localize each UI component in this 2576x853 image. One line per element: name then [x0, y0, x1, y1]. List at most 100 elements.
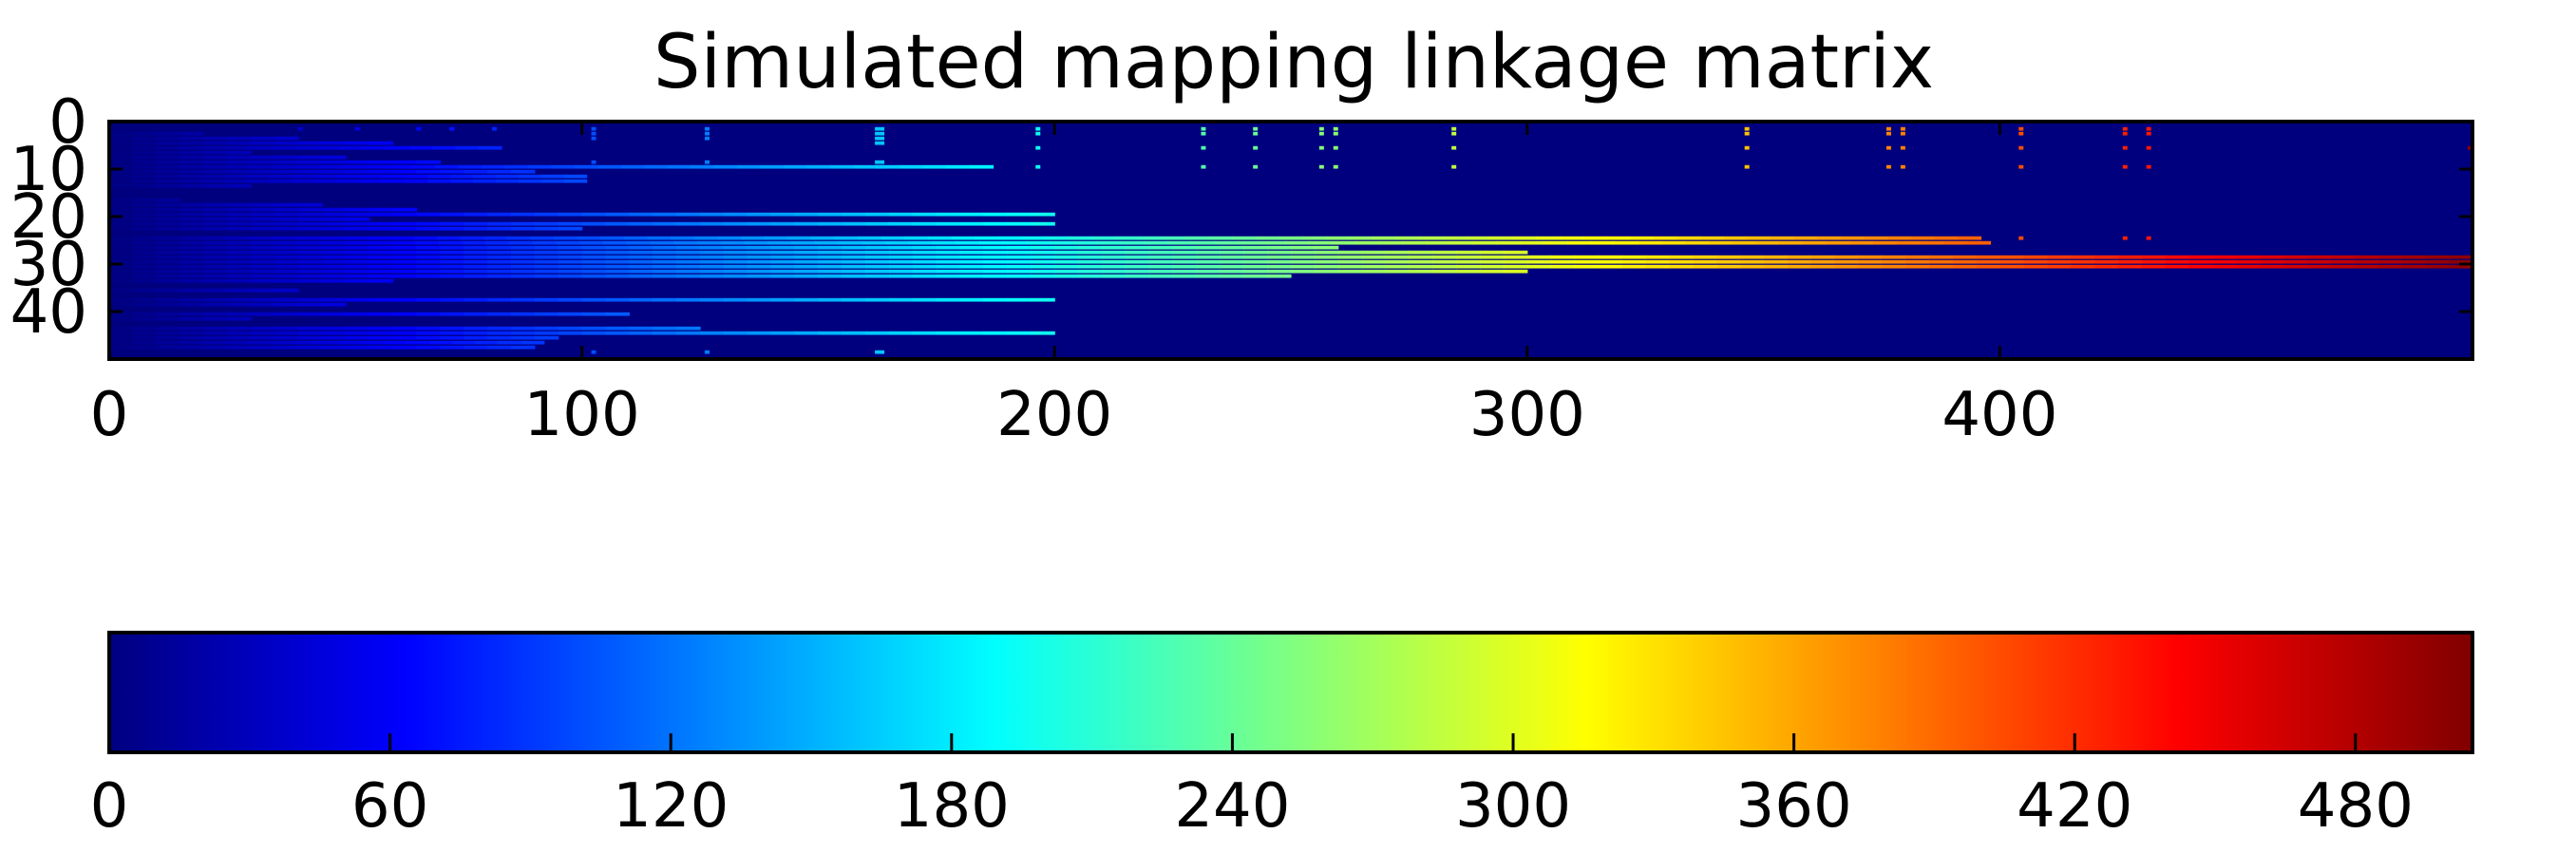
heatmap-row-segment: [676, 250, 701, 255]
heatmap-row-segment: [629, 259, 653, 264]
heatmap-row-segment: [251, 345, 275, 350]
heatmap-row-segment: [1125, 269, 1150, 274]
heatmap-cell: [416, 126, 422, 131]
heatmap-row-segment: [1078, 250, 1103, 255]
heatmap-row-segment: [770, 269, 796, 274]
heatmap-y-tick-label: 10: [10, 135, 87, 205]
heatmap-row-segment: [1645, 259, 1670, 264]
heatmap-row-segment: [416, 264, 441, 269]
heatmap-row-segment: [1566, 240, 1592, 245]
heatmap-row-segment: [912, 212, 938, 217]
heatmap-row-segment: [464, 255, 488, 259]
heatmap-row-segment: [227, 269, 252, 274]
heatmap-row-segment: [563, 174, 588, 179]
heatmap-row-segment: [581, 212, 607, 217]
heatmap-cell: [2468, 145, 2472, 150]
heatmap-row-segment: [629, 250, 653, 255]
heatmap-row-segment: [1834, 255, 1859, 259]
heatmap-row-segment: [1314, 245, 1339, 250]
heatmap-row-segment: [345, 141, 370, 145]
heatmap-cell: [1253, 126, 1259, 131]
heatmap-row-segment: [201, 164, 227, 169]
heatmap-row-segment: [1144, 240, 1168, 245]
heatmap-row-segment: [251, 264, 275, 269]
heatmap-row-segment: [2023, 264, 2048, 269]
heatmap-row-segment: [132, 240, 158, 245]
heatmap-row-segment: [275, 202, 299, 207]
heatmap-row-segment: [936, 259, 961, 264]
heatmap-row-segment: [227, 259, 252, 264]
heatmap-row-segment: [483, 236, 508, 240]
heatmap-row-segment: [227, 212, 252, 217]
heatmap-row-segment: [629, 245, 653, 250]
heatmap-row-segment: [794, 259, 819, 264]
heatmap-row-segment: [440, 259, 464, 264]
heatmap-row-segment: [806, 164, 831, 169]
heatmap-row-segment: [1243, 250, 1268, 255]
heatmap-row-segment: [1243, 259, 1268, 264]
heatmap-row-segment: [889, 331, 914, 335]
heatmap-row-segment: [227, 141, 252, 145]
heatmap-row-segment: [345, 297, 370, 302]
heatmap-row-segment: [1172, 259, 1198, 264]
heatmap-row-segment: [1291, 250, 1316, 255]
heatmap-row-segment: [1426, 240, 1450, 245]
heatmap-cell: [354, 126, 360, 131]
heatmap-row-segment: [983, 245, 1009, 250]
heatmap-row-segment: [203, 278, 228, 283]
heatmap-row-segment: [1402, 240, 1427, 245]
heatmap-row-segment: [227, 150, 252, 155]
heatmap-row-segment: [2377, 255, 2402, 259]
heatmap-row-segment: [605, 221, 630, 226]
heatmap-row-segment: [440, 212, 464, 217]
heatmap-row-segment: [251, 255, 275, 259]
heatmap-row-segment: [251, 202, 275, 207]
heatmap-row-segment: [912, 264, 938, 269]
heatmap-row-segment: [246, 340, 271, 345]
heatmap-row-segment: [321, 255, 347, 259]
heatmap-row-segment: [959, 259, 985, 264]
heatmap-row-segment: [227, 297, 252, 302]
heatmap-row-segment: [369, 331, 394, 335]
heatmap-row-segment: [787, 236, 812, 240]
heatmap-cell: [2146, 126, 2151, 131]
heatmap-row-segment: [203, 312, 228, 316]
heatmap-row-segment: [156, 326, 181, 331]
heatmap-row-segment: [1054, 269, 1079, 274]
heatmap-row-segment: [227, 221, 252, 226]
heatmap-row-segment: [2425, 264, 2450, 269]
heatmap-row-segment: [534, 312, 559, 316]
heatmap-cell: [1451, 126, 1457, 131]
heatmap-row-segment: [1007, 331, 1032, 335]
heatmap-row-segment: [577, 236, 601, 240]
heatmap-row-segment: [386, 145, 410, 150]
heatmap-row-segment: [156, 297, 181, 302]
heatmap-row-segment: [227, 245, 252, 250]
heatmap-row-segment: [2188, 255, 2213, 259]
heatmap-row-segment: [345, 264, 370, 269]
heatmap-row-segment: [2188, 259, 2213, 264]
heatmap-row-segment: [558, 326, 583, 331]
heatmap-row-segment: [1238, 240, 1262, 245]
heatmap-row-segment: [321, 221, 347, 226]
heatmap-row-segment: [440, 312, 464, 316]
heatmap-row-segment: [1314, 269, 1339, 274]
heatmap-row-segment: [1910, 236, 1935, 240]
heatmap-row-segment: [700, 250, 725, 255]
heatmap-row-segment: [2236, 259, 2261, 264]
heatmap-row-segment: [1621, 255, 1646, 259]
heatmap-row-segment: [1101, 259, 1127, 264]
heatmap-row-segment: [1007, 221, 1032, 226]
heatmap-row-segment: [156, 150, 181, 155]
heatmap-background: [109, 122, 2472, 359]
heatmap-row-segment: [558, 212, 583, 217]
heatmap-row-segment: [2282, 259, 2308, 264]
heatmap-row-segment: [222, 174, 247, 179]
heatmap-row-segment: [2165, 259, 2190, 264]
heatmap-row-segment: [760, 164, 785, 169]
heatmap-row-segment: [865, 259, 890, 264]
heatmap-row-segment: [156, 259, 181, 264]
heatmap-row-segment: [2047, 264, 2072, 269]
heatmap-row-segment: [251, 331, 275, 335]
heatmap-row-28: [109, 255, 2473, 259]
